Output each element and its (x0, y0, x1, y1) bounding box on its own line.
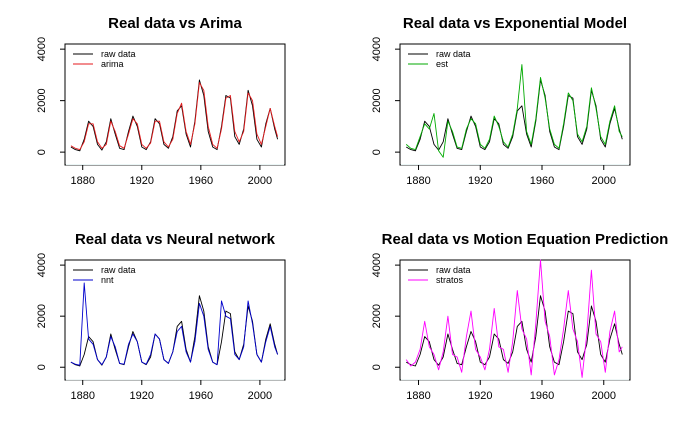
x-tick-label: 1920 (130, 390, 154, 402)
chart-title: Real data vs Motion Equation Prediction (382, 231, 669, 248)
legend-label: raw data (101, 49, 136, 59)
x-tick-label: 1920 (130, 175, 154, 187)
y-tick-label: 2000 (36, 304, 48, 328)
series-line-arima (70, 82, 279, 151)
y-tick-label: 2000 (371, 304, 383, 328)
y-tick-label: 2000 (371, 88, 383, 112)
x-tick-label: 1960 (189, 390, 213, 402)
x-tick-label: 1880 (406, 390, 430, 402)
legend-label: raw data (436, 49, 471, 59)
x-tick-label: 1880 (406, 175, 430, 187)
series-line-raw-data (70, 295, 279, 367)
legend-label: nnt (101, 275, 114, 285)
legend-label: raw data (101, 265, 136, 275)
y-tick-label: 4000 (371, 253, 383, 277)
series-line-stratos (405, 259, 623, 378)
baseline-band (401, 164, 629, 166)
x-tick-label: 1880 (70, 175, 94, 187)
x-tick-label: 1920 (468, 175, 492, 187)
x-tick-label: 1960 (530, 175, 554, 187)
y-tick-label: 0 (371, 149, 383, 155)
y-tick-label: 4000 (36, 253, 48, 277)
x-tick-label: 1960 (189, 175, 213, 187)
legend-label: arima (101, 59, 124, 69)
legend-label: stratos (436, 275, 464, 285)
chart-title: Real data vs Arima (108, 15, 242, 32)
y-tick-label: 0 (371, 364, 383, 370)
panel-1: Real data vs Arima 1880 1920 1960 2000 0 2000 4… (36, 15, 286, 187)
x-tick-label: 1880 (70, 390, 94, 402)
x-tick-label: 2000 (248, 175, 272, 187)
x-tick-label: 2000 (248, 390, 272, 402)
x-tick-label: 2000 (592, 175, 616, 187)
series-line-est (405, 64, 623, 158)
y-tick-label: 4000 (371, 37, 383, 61)
panel-4: Real data vs Motion Equation Prediction 1… (371, 231, 668, 402)
y-tick-label: 0 (36, 364, 48, 370)
y-tick-label: 4000 (36, 37, 48, 61)
legend-label: raw data (436, 265, 471, 275)
baseline-band (66, 164, 284, 166)
series-line-raw-data (405, 79, 623, 152)
x-tick-label: 1920 (468, 390, 492, 402)
baseline-band (401, 379, 629, 381)
x-tick-label: 1960 (530, 390, 554, 402)
chart-title: Real data vs Exponential Model (403, 15, 627, 32)
chart-title: Real data vs Neural network (75, 231, 276, 248)
y-tick-label: 2000 (36, 88, 48, 112)
x-tick-label: 2000 (592, 390, 616, 402)
y-tick-label: 0 (36, 149, 48, 155)
series-line-raw-data (405, 295, 623, 367)
series-line-nnt (70, 282, 279, 366)
panel-3: Real data vs Neural network 1880 1920 1960 2… (36, 231, 286, 402)
panel-2: Real data vs Exponential Model 1880 1920 19… (371, 15, 631, 187)
baseline-band (66, 379, 284, 381)
legend-label: est (436, 59, 449, 69)
series-line-raw-data (70, 79, 279, 152)
